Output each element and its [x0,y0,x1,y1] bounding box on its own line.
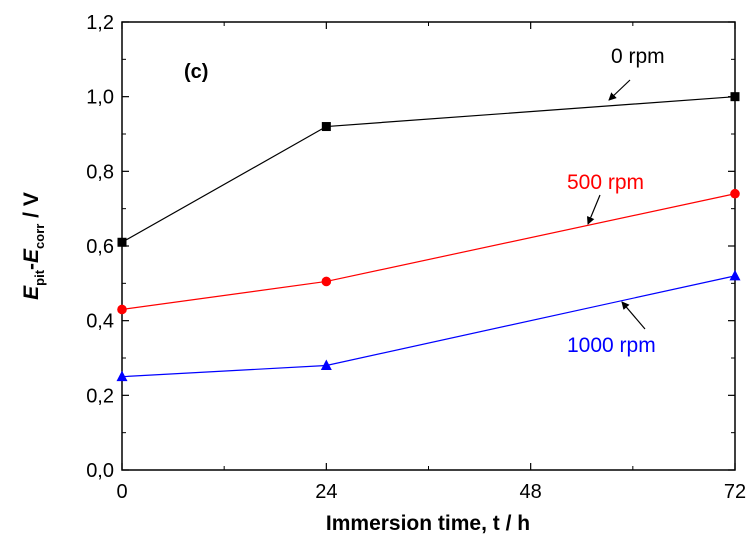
annotation-0rpm: 0 rpm [611,45,665,68]
data-point [730,92,740,102]
data-point [117,304,127,315]
series-line-1 [121,193,736,311]
y-axis-title: Epit-Ecorr / V [20,192,47,300]
y-tick-label: 0,8 [86,161,114,183]
x-tick-label: 72 [724,481,746,503]
y-tick-label: 0,6 [86,236,114,258]
annotation-1000rpm: 1000 rpm [567,334,656,357]
arrow-0rpm [608,79,631,101]
plot-frame [121,21,736,471]
y-tick-label: 0,0 [86,460,114,482]
data-point [116,370,128,382]
x-tick-label: 0 [116,481,127,503]
data-point [117,237,127,247]
series-line-0 [121,96,736,243]
panel-label: (c) [184,61,208,83]
data-point [320,359,332,370]
x-tick-label: 48 [520,481,542,503]
arrow-500rpm [586,194,601,225]
y-tick-label: 1,2 [86,12,114,34]
y-tick-label: 0,4 [86,311,114,333]
y-title-unit: / V [20,192,43,224]
y-tick-label: 0,2 [86,385,114,407]
y-title-e2: E [20,248,43,263]
y-title-sub2: corr [32,224,47,249]
y-title-dash: - [20,263,43,270]
axis-ticks: 0,0 0,2 0,4 0,6 0,8 1,0 1,2 0 24 48 72 [86,12,746,503]
arrow-1000rpm [621,301,646,330]
data-point [321,276,332,287]
y-title-sub1: pit [32,269,47,286]
data-point [729,269,741,281]
data-point [730,188,740,199]
x-tick-label: 24 [315,481,337,503]
data-point [321,122,331,132]
series-layer [116,92,741,382]
annotation-500rpm: 500 rpm [567,171,644,194]
y-title-e1: E [20,285,43,300]
y-tick-label: 1,0 [86,87,114,109]
x-axis-title: Immersion time, t / h [326,512,530,535]
